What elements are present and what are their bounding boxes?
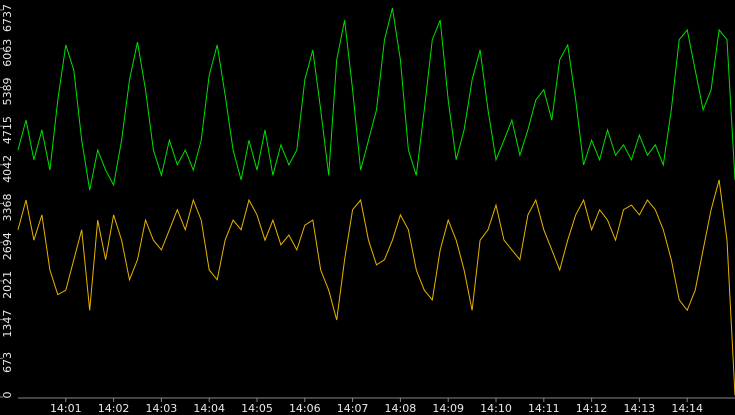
y-tick-label: 4042 (1, 155, 14, 183)
x-tick-label: 14:09 (432, 402, 464, 415)
x-tick-label: 14:13 (624, 402, 656, 415)
x-tick-label: 14:05 (241, 402, 273, 415)
x-tick-label: 14:01 (50, 402, 82, 415)
x-tick-label: 14:07 (337, 402, 369, 415)
x-tick-label: 14:10 (480, 402, 512, 415)
x-tick-label: 14:08 (385, 402, 417, 415)
y-tick-label: 1347 (1, 310, 14, 338)
y-tick-label: 5389 (1, 77, 14, 105)
y-tick-label: 6063 (1, 39, 14, 67)
y-tick-label: 2694 (1, 232, 14, 260)
y-tick-label: 3368 (1, 194, 14, 222)
x-tick-label: 14:06 (289, 402, 321, 415)
y-tick-label: 4715 (1, 116, 14, 144)
x-tick-label: 14:04 (193, 402, 225, 415)
y-tick-label: 6737 (1, 4, 14, 32)
x-tick-label: 14:12 (576, 402, 608, 415)
x-tick-label: 14:14 (671, 402, 703, 415)
series-line (17, 7, 735, 191)
x-tick-label: 14:11 (528, 402, 560, 415)
x-tick-label: 14:03 (146, 402, 178, 415)
y-tick-label: 2021 (1, 271, 14, 299)
y-tick-label: 0 (1, 392, 14, 399)
y-tick-label: 673 (1, 352, 14, 373)
series-line (17, 179, 735, 396)
x-tick-label: 14:02 (98, 402, 130, 415)
